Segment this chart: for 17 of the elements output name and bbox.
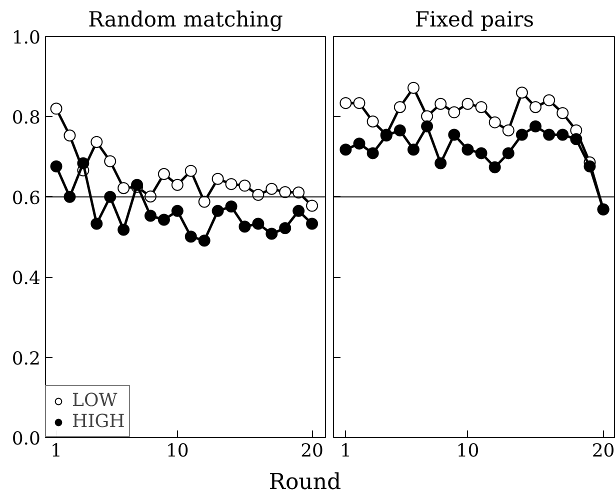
x-tick-label: 1 [340,440,352,462]
x-axis-title: Round [268,469,342,491]
y-tick-label: 0.8 [12,108,41,129]
x-tick-label: 10 [456,440,480,462]
legend-label: HIGH [72,411,125,432]
x-tick-label: 1 [50,440,62,462]
chart-title: Fixed pairs [414,8,534,32]
x-tick-label: 20 [592,440,615,462]
legend-label: LOW [72,390,118,411]
x-tick-label: 10 [166,440,189,462]
y-tick-label: 0.0 [12,428,41,450]
chart-title: Random matching [88,8,283,32]
y-tick-label: 0.2 [12,348,41,370]
x-tick-label: 20 [300,440,324,462]
y-tick-label: 0.6 [12,188,41,209]
y-tick-label: 1.0 [12,28,41,48]
y-tick-label: 0.4 [12,268,41,290]
